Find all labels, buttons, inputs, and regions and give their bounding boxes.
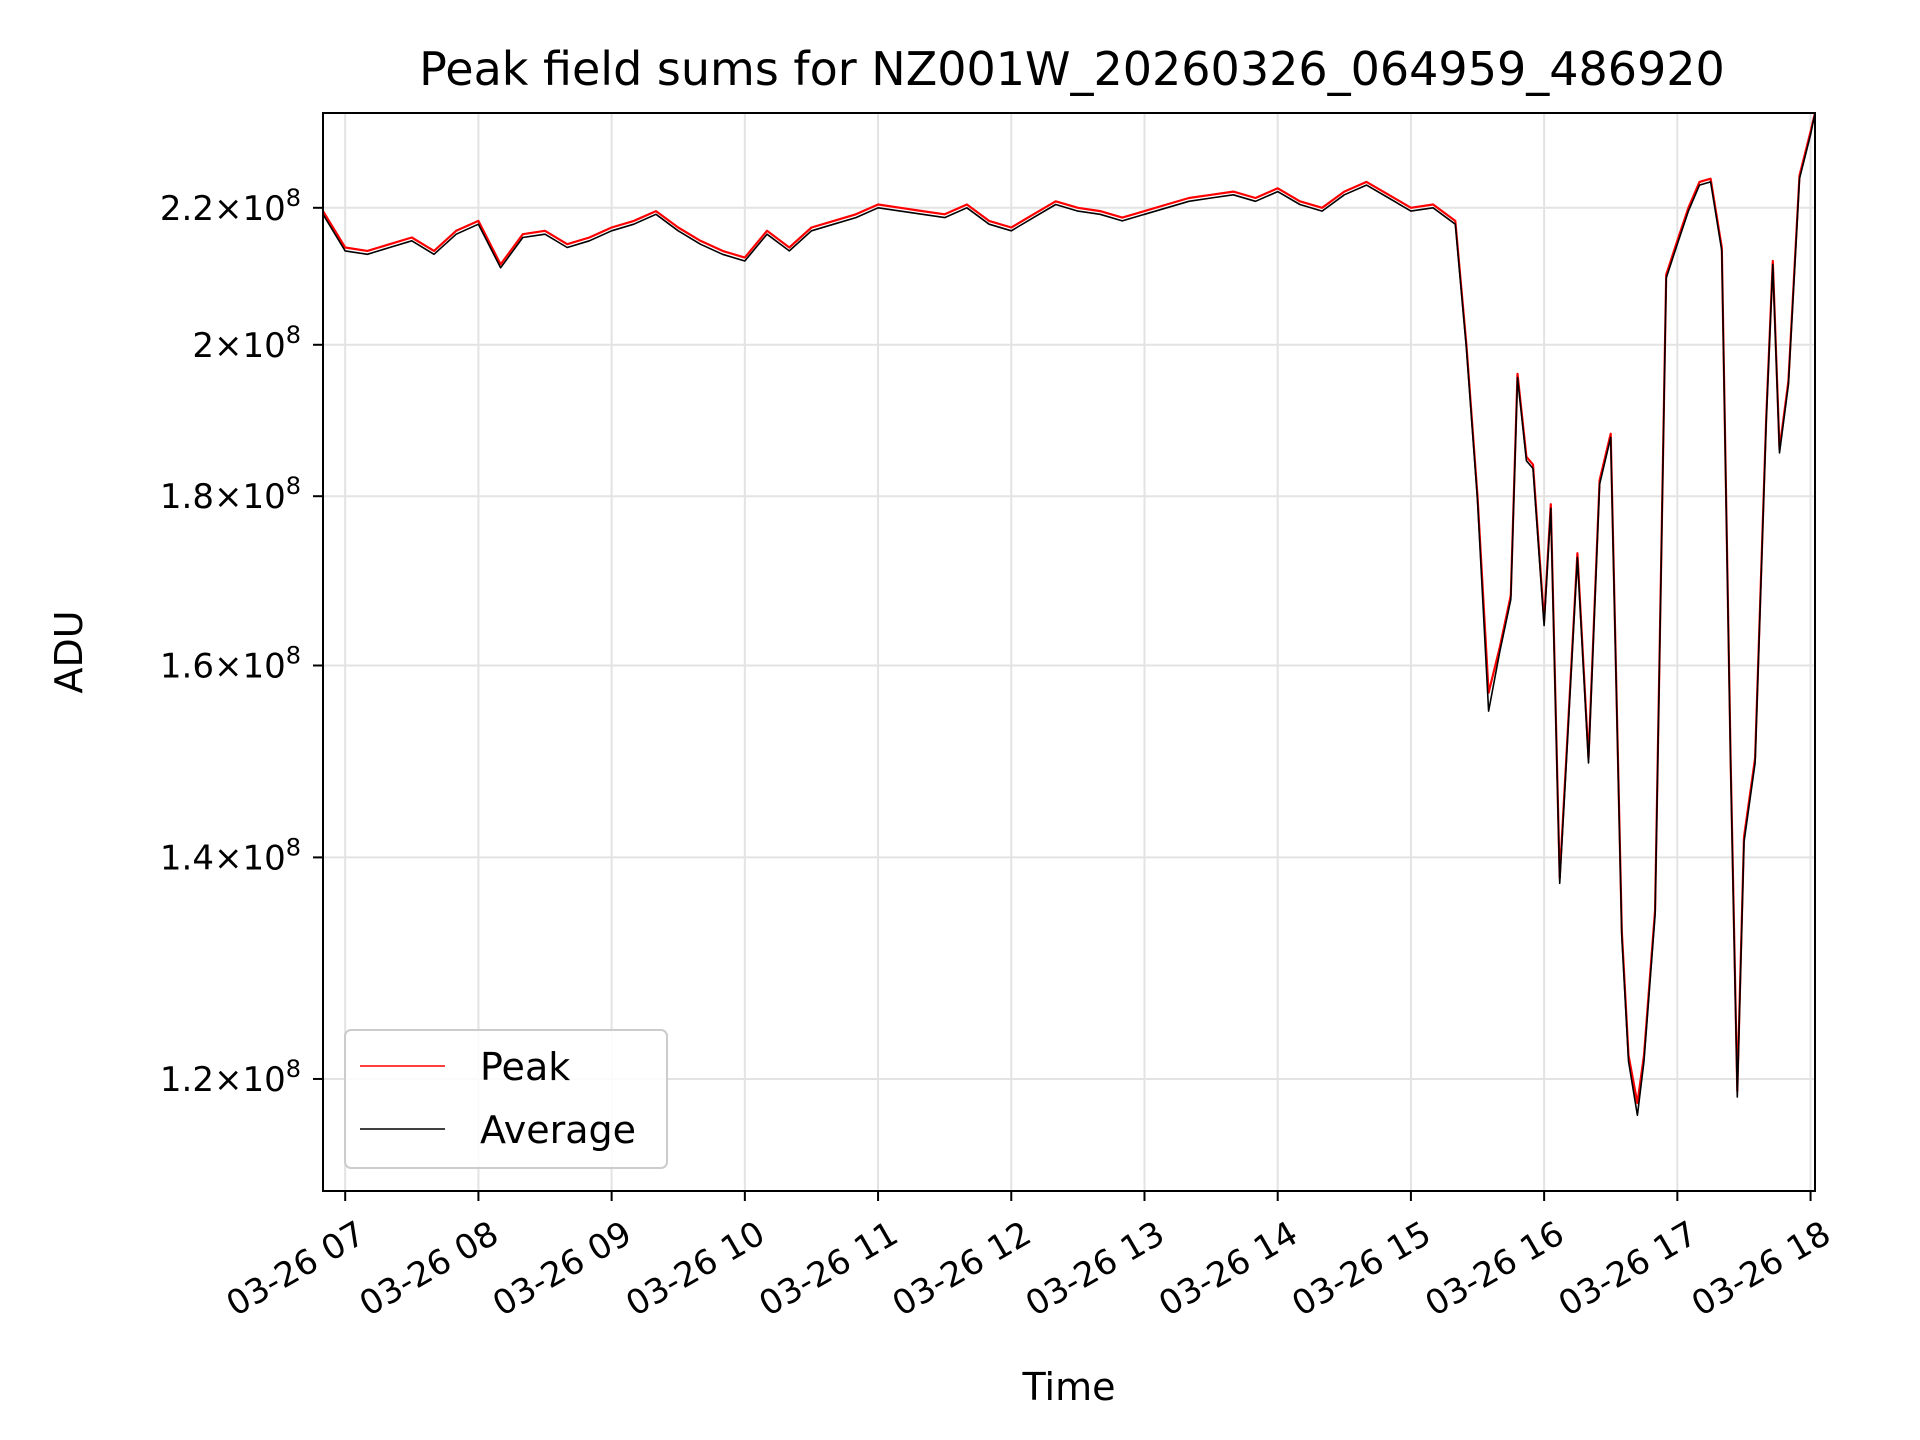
y-tick-mantissa: 1.8 — [160, 477, 214, 517]
y-tick-label: 1.2×108 — [160, 1055, 301, 1100]
y-tick-label: 2.2×108 — [160, 184, 301, 229]
y-tick-base: 10 — [242, 838, 285, 878]
y-tick-label: 2×108 — [192, 321, 301, 366]
y-tick-base: 10 — [242, 326, 285, 366]
legend-box — [344, 1029, 668, 1169]
x-tick-label: 03-26 15 — [1285, 1214, 1437, 1325]
y-tick-label: 1.8×108 — [160, 472, 301, 517]
legend: Peak Average — [344, 1029, 668, 1169]
y-tick-exponent: 8 — [286, 184, 301, 212]
x-tick-label: 03-26 14 — [1152, 1214, 1304, 1325]
x-tick-label: 03-26 09 — [486, 1214, 638, 1325]
y-tick-times: × — [214, 326, 243, 366]
y-tick-times: × — [214, 477, 243, 517]
x-tick-label: 03-26 11 — [753, 1214, 905, 1325]
x-tick-label: 03-26 13 — [1019, 1214, 1171, 1325]
x-tick-label: 03-26 16 — [1419, 1214, 1571, 1325]
y-tick-times: × — [214, 1060, 243, 1100]
series-line-peak — [322, 112, 1817, 1105]
plot-frame — [322, 112, 1816, 1192]
x-tick-label: 03-26 18 — [1685, 1214, 1837, 1325]
y-tick-mantissa: 1.4 — [160, 838, 214, 878]
x-tick-label: 03-26 12 — [886, 1214, 1038, 1325]
y-axis-label: ADU — [47, 610, 91, 693]
chart-title: Peak field sums for NZ001W_20260326_0649… — [419, 42, 1725, 96]
x-tick-label: 03-26 17 — [1552, 1214, 1704, 1325]
y-tick-exponent: 8 — [286, 641, 301, 669]
y-tick-exponent: 8 — [286, 321, 301, 349]
y-tick-mantissa: 1.6 — [160, 646, 214, 686]
series-line-average — [322, 112, 1816, 1117]
y-tick-mantissa: 2 — [192, 326, 214, 366]
x-axis-label: Time — [1022, 1365, 1116, 1409]
legend-label-average: Average — [480, 1108, 636, 1152]
y-tick-label: 1.4×108 — [160, 833, 301, 878]
y-tick-base: 10 — [242, 646, 285, 686]
x-tick-label: 03-26 10 — [619, 1214, 771, 1325]
y-tick-exponent: 8 — [286, 472, 301, 500]
y-tick-base: 10 — [242, 477, 285, 517]
y-tick-exponent: 8 — [286, 833, 301, 861]
x-tick-label: 03-26 07 — [220, 1214, 372, 1325]
y-tick-base: 10 — [242, 189, 285, 229]
legend-label-peak: Peak — [480, 1045, 570, 1089]
series-layer — [322, 112, 1817, 1117]
y-tick-times: × — [214, 189, 243, 229]
y-tick-times: × — [214, 838, 243, 878]
y-tick-base: 10 — [242, 1060, 285, 1100]
y-tick-exponent: 8 — [286, 1055, 301, 1083]
x-tick-label: 03-26 08 — [353, 1214, 505, 1325]
y-tick-mantissa: 1.2 — [160, 1060, 214, 1100]
y-tick-times: × — [214, 646, 243, 686]
y-tick-label: 1.6×108 — [160, 641, 301, 686]
y-tick-mantissa: 2.2 — [160, 189, 214, 229]
